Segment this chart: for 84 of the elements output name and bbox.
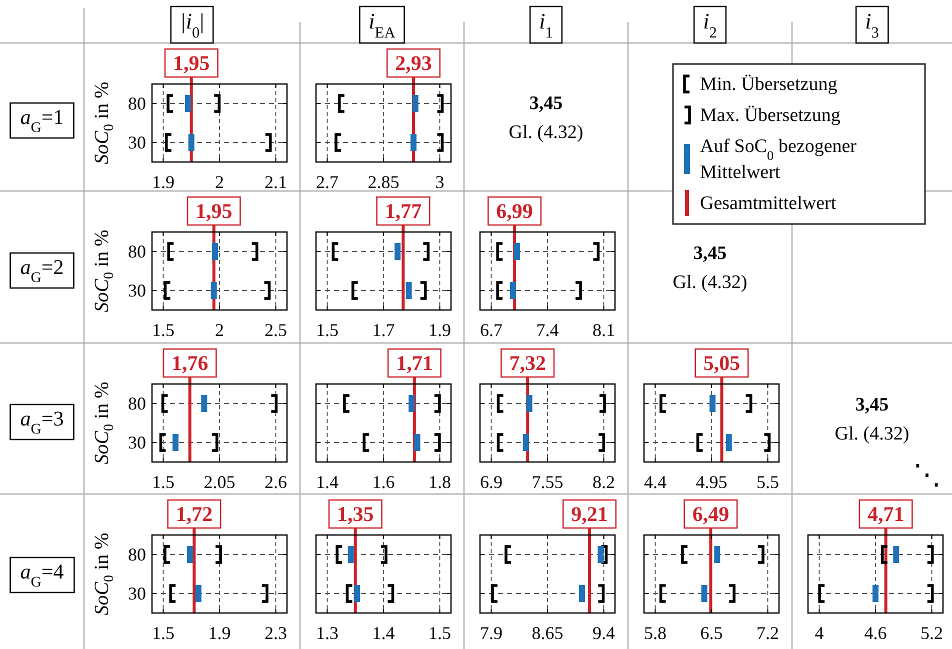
x-tick-label: 1.9 — [208, 623, 231, 643]
text: Gl. (4.32) — [508, 122, 584, 143]
ref-line-label: 6,99 — [496, 199, 533, 223]
x-tick-label: 5.2 — [920, 623, 943, 643]
x-tick-label: 6.5 — [700, 623, 723, 643]
x-tick-label: 1.5 — [152, 623, 174, 643]
text: 3,45 — [855, 394, 889, 416]
x-tick-label: 7.2 — [756, 623, 779, 643]
text: 3,45 — [529, 93, 563, 114]
x-tick-label: 4.6 — [864, 623, 887, 643]
y-tick-label: 80 — [128, 94, 146, 114]
x-tick-label: 2.85 — [368, 172, 400, 192]
x-tick-label: 6.9 — [480, 472, 502, 492]
y-tick-label: 80 — [128, 242, 146, 262]
text: a$_{G}$=4 — [20, 560, 64, 590]
x-tick-label: 1.5 — [152, 320, 174, 340]
x-tick-label: 1.7 — [372, 320, 395, 340]
x-tick-label: 1.5 — [316, 320, 338, 340]
x-tick-label: 2 — [215, 172, 224, 192]
x-tick-label: 5.8 — [644, 623, 666, 643]
text: a$_{G}$=2 — [20, 255, 64, 286]
x-tick-label: 2.1 — [264, 172, 287, 192]
text: a$_{G}$=3 — [20, 406, 64, 438]
ref-line-label: 7,32 — [509, 351, 546, 375]
ref-line-label: 1,72 — [176, 502, 213, 526]
text: Max. Übersetzung — [700, 105, 841, 126]
x-tick-label: 1.6 — [372, 472, 395, 492]
ref-line-label: 1,35 — [337, 502, 374, 526]
text: i$_{EA}$ — [368, 8, 396, 41]
x-tick-label: 1.9 — [152, 172, 174, 192]
x-tick-label: 1.4 — [316, 472, 338, 492]
x-tick-label: 7.55 — [532, 472, 564, 492]
text: a$_{G}$=1 — [20, 105, 64, 136]
x-tick-label: 8.65 — [532, 623, 564, 643]
x-tick-label: 1.8 — [428, 472, 451, 492]
text: 3,45 — [693, 243, 727, 264]
x-tick-label: 6.7 — [480, 320, 502, 340]
text: ⋱ — [913, 458, 941, 491]
text: Gesamtmittelwert — [700, 193, 837, 214]
x-tick-label: 9.4 — [592, 623, 615, 643]
x-tick-label: 8.1 — [592, 320, 615, 340]
text: i$_{3}$ — [865, 8, 880, 41]
y-tick-label: 30 — [128, 280, 146, 300]
x-tick-label: 2.7 — [316, 172, 338, 192]
text: Gl. (4.32) — [834, 424, 910, 444]
text: Min. Übersetzung — [700, 74, 838, 95]
text: |i$_{0}$| — [180, 8, 204, 41]
x-tick-label: 1.5 — [152, 472, 174, 492]
x-tick-label: 1.9 — [428, 320, 451, 340]
ref-line-label: 2,93 — [395, 51, 432, 75]
x-tick-label: 2.6 — [264, 472, 287, 492]
x-tick-label: 4 — [814, 623, 824, 643]
y-tick-label: 30 — [128, 132, 146, 152]
ref-line-label: 1,76 — [171, 351, 208, 375]
x-tick-label: 8.2 — [592, 472, 615, 492]
text: i$_{1}$ — [539, 8, 553, 41]
y-tick-label: 30 — [128, 584, 146, 604]
x-tick-label: 1.5 — [428, 623, 451, 643]
x-tick-label: 7.9 — [480, 623, 502, 643]
x-tick-label: 1.3 — [316, 623, 338, 643]
ref-line-label: 1,71 — [396, 351, 433, 375]
y-tick-label: 80 — [128, 544, 146, 564]
text: Auf SoC$_{0}$ bezogener Mittelwert — [700, 136, 858, 183]
x-tick-label: 4.95 — [696, 472, 728, 492]
x-tick-label: 3 — [435, 172, 444, 192]
ref-line-label: 5,05 — [703, 351, 740, 375]
text: i$_{2}$ — [703, 8, 717, 41]
y-tick-label: 30 — [128, 432, 146, 452]
ref-line-label: 4,71 — [867, 502, 904, 526]
text: Gl. (4.32) — [672, 272, 748, 293]
x-tick-label: 5.5 — [756, 472, 779, 492]
ref-line-label: 6,49 — [692, 502, 730, 526]
x-tick-label: 2.3 — [264, 623, 287, 643]
y-tick-label: 80 — [128, 394, 146, 414]
ref-line-label: 9,21 — [571, 502, 608, 526]
x-tick-label: 1.4 — [372, 623, 395, 643]
ref-line-label: 1,95 — [196, 199, 232, 223]
ref-line-label: 1,95 — [173, 51, 210, 75]
x-tick-label: 7.4 — [536, 320, 559, 340]
x-tick-label: 2.05 — [204, 472, 236, 492]
x-tick-label: 4.4 — [644, 472, 666, 492]
x-tick-label: 2.5 — [264, 320, 287, 340]
ref-line-label: 1,77 — [384, 199, 422, 223]
x-tick-label: 2 — [215, 320, 224, 340]
